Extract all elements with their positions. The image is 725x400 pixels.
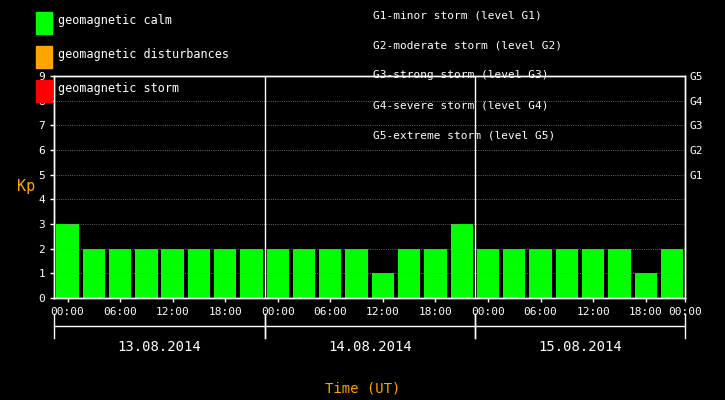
Bar — [267, 249, 289, 298]
Bar — [660, 249, 683, 298]
Bar — [450, 224, 473, 298]
Bar — [240, 249, 262, 298]
Text: geomagnetic calm: geomagnetic calm — [58, 14, 172, 27]
Bar — [57, 224, 79, 298]
Bar — [109, 249, 131, 298]
Bar — [503, 249, 526, 298]
Bar — [214, 249, 236, 298]
Bar — [477, 249, 500, 298]
Bar — [345, 249, 368, 298]
Text: G2-moderate storm (level G2): G2-moderate storm (level G2) — [373, 40, 563, 50]
Text: G4-severe storm (level G4): G4-severe storm (level G4) — [373, 100, 549, 110]
Text: Kp: Kp — [17, 180, 35, 194]
Bar — [398, 249, 420, 298]
Text: Time (UT): Time (UT) — [325, 382, 400, 396]
Text: 13.08.2014: 13.08.2014 — [117, 340, 202, 354]
Bar — [319, 249, 341, 298]
Text: G5-extreme storm (level G5): G5-extreme storm (level G5) — [373, 130, 555, 140]
Text: geomagnetic disturbances: geomagnetic disturbances — [58, 48, 229, 61]
Bar — [582, 249, 605, 298]
Text: 14.08.2014: 14.08.2014 — [328, 340, 412, 354]
Bar — [372, 273, 394, 298]
Bar — [634, 273, 657, 298]
Bar — [608, 249, 631, 298]
Bar — [162, 249, 184, 298]
Bar — [529, 249, 552, 298]
Bar — [424, 249, 447, 298]
Bar — [188, 249, 210, 298]
Bar — [293, 249, 315, 298]
Bar — [555, 249, 578, 298]
Text: 15.08.2014: 15.08.2014 — [538, 340, 622, 354]
Text: G3-strong storm (level G3): G3-strong storm (level G3) — [373, 70, 549, 80]
Bar — [135, 249, 157, 298]
Bar — [83, 249, 105, 298]
Text: geomagnetic storm: geomagnetic storm — [58, 82, 179, 95]
Text: G1-minor storm (level G1): G1-minor storm (level G1) — [373, 10, 542, 20]
